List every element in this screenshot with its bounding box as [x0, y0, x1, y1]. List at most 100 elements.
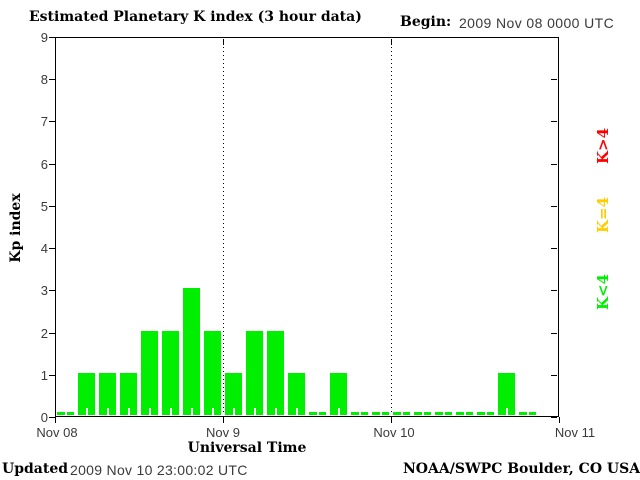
y-tick-left	[49, 290, 55, 292]
source-credit: NOAA/SWPC Boulder, CO USA	[403, 461, 640, 477]
y-tick-left	[49, 417, 55, 418]
y-axis-tick-label: 4	[40, 241, 48, 257]
x-axis-tick-label: Nov 11	[554, 425, 596, 440]
y-tick-right	[551, 374, 557, 376]
x-minor-tick	[169, 408, 172, 415]
x-axis-label: Universal Time	[187, 440, 307, 456]
kp-bar	[435, 412, 452, 415]
kp-bar	[288, 373, 305, 415]
kp-bar	[57, 412, 74, 415]
kp-bar	[246, 331, 263, 415]
x-minor-tick	[64, 412, 67, 415]
x-tick-bottom	[559, 417, 560, 423]
x-tick-top	[391, 39, 392, 45]
x-minor-tick	[295, 408, 298, 415]
x-minor-tick	[85, 408, 88, 415]
y-tick-right	[551, 163, 557, 165]
y-axis-tick-label: 3	[40, 283, 48, 299]
x-minor-tick	[337, 408, 340, 415]
kp-bar	[330, 373, 347, 415]
x-minor-tick	[106, 408, 109, 415]
y-tick-left	[49, 374, 55, 376]
y-tick-left	[49, 37, 55, 38]
x-minor-tick	[484, 412, 487, 415]
y-tick-right	[551, 121, 557, 123]
kp-bar	[372, 412, 389, 415]
kp-bar	[519, 412, 536, 415]
y-axis-tick-label: 9	[40, 30, 48, 45]
x-axis-tick-label: Nov 9	[206, 425, 240, 440]
kp-bar	[456, 412, 473, 415]
x-minor-tick	[274, 408, 277, 415]
legend-item-K4: K<4	[594, 273, 612, 311]
x-axis-tick-label: Nov 08	[36, 425, 78, 440]
chart-title: Estimated Planetary K index (3 hour data…	[29, 9, 362, 25]
x-tick-bottom	[55, 417, 56, 423]
y-axis-tick-label: 2	[40, 325, 48, 341]
x-minor-tick	[421, 412, 424, 415]
begin-label: Begin:	[400, 14, 452, 30]
x-minor-tick	[358, 412, 361, 415]
x-minor-tick	[379, 412, 382, 415]
kp-bar	[99, 373, 116, 415]
x-minor-tick	[463, 412, 466, 415]
kp-bar	[309, 412, 326, 415]
kp-bar	[78, 373, 95, 415]
kp-bar	[498, 373, 515, 415]
x-minor-tick	[148, 408, 151, 415]
y-tick-right	[551, 205, 557, 207]
y-tick-left	[49, 79, 55, 81]
y-tick-left	[49, 121, 55, 123]
y-axis-tick-label: 8	[40, 72, 48, 88]
legend-item-K4: K>4	[594, 127, 612, 165]
kp-bar	[393, 412, 410, 415]
kp-bar	[120, 373, 137, 415]
x-tick-bottom	[223, 417, 224, 423]
kp-bar	[162, 331, 179, 415]
y-tick-left	[49, 248, 55, 250]
kp-bar	[204, 331, 221, 415]
kp-bar	[267, 331, 284, 415]
day-separator-line	[223, 39, 224, 415]
x-minor-tick	[190, 408, 193, 415]
y-tick-right	[551, 248, 557, 250]
updated-value: 2009 Nov 10 23:00:02 UTC	[70, 462, 248, 478]
kp-bar	[414, 412, 431, 415]
kp-bar	[225, 373, 242, 415]
y-tick-left	[49, 205, 55, 207]
y-axis-tick-label: 1	[40, 367, 48, 383]
x-minor-tick	[400, 412, 403, 415]
y-tick-left	[49, 332, 55, 334]
x-minor-tick	[442, 412, 445, 415]
day-separator-line	[391, 39, 392, 415]
y-tick-right	[551, 79, 557, 81]
x-minor-tick	[316, 412, 319, 415]
x-minor-tick	[526, 412, 529, 415]
y-tick-right	[551, 37, 557, 38]
plot-area	[55, 37, 559, 418]
y-tick-left	[49, 163, 55, 165]
kp-bar	[351, 412, 368, 415]
kp-bar	[141, 331, 158, 415]
x-axis-tick-label: Nov 10	[373, 425, 415, 440]
y-tick-right	[551, 290, 557, 292]
x-minor-tick	[211, 408, 214, 415]
y-axis-tick-label: 6	[40, 156, 48, 172]
kp-bar	[183, 288, 200, 415]
y-axis-label: Kp index	[8, 193, 24, 263]
x-minor-tick	[505, 408, 508, 415]
y-axis-tick-label: 0	[40, 410, 48, 425]
kp-bar	[477, 412, 494, 415]
y-tick-right	[551, 417, 557, 418]
x-minor-tick	[253, 408, 256, 415]
legend-item-K4: K=4	[594, 196, 612, 234]
x-minor-tick	[232, 408, 235, 415]
x-tick-bottom	[391, 417, 392, 423]
x-tick-top	[223, 39, 224, 45]
y-axis-tick-label: 7	[40, 114, 48, 130]
updated-label: Updated	[2, 461, 69, 477]
y-axis-tick-label: 5	[40, 198, 48, 214]
begin-value: 2009 Nov 08 0000 UTC	[459, 15, 615, 31]
x-minor-tick	[127, 408, 130, 415]
